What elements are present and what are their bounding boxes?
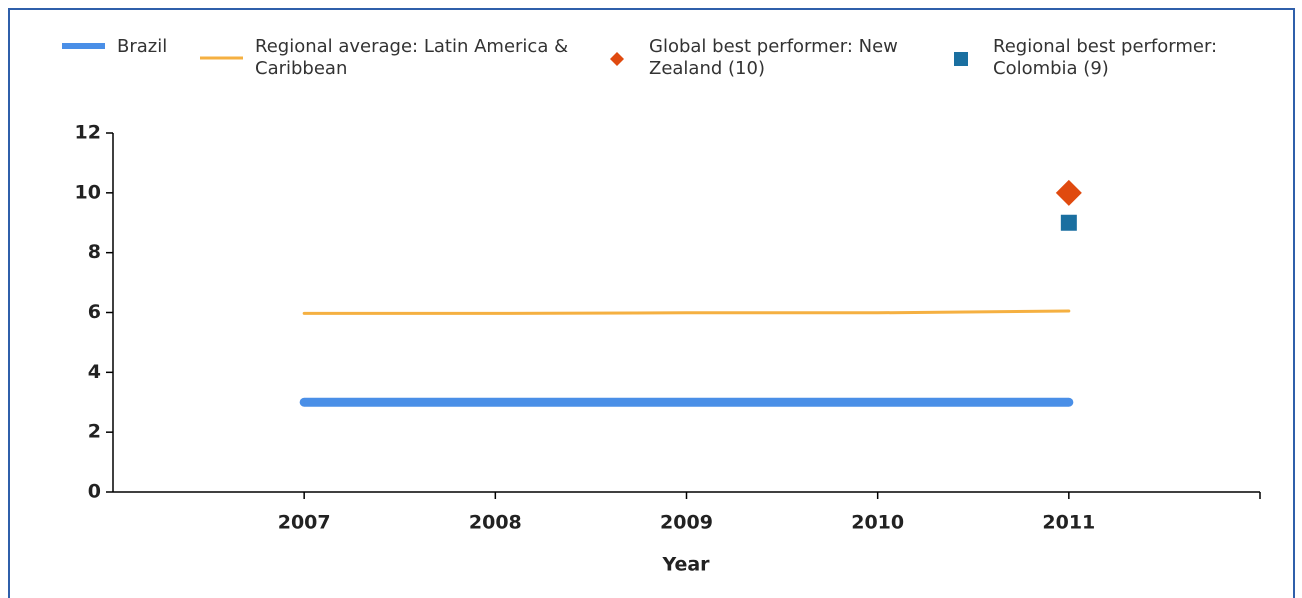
- series-line: [302, 309, 1071, 315]
- y-tick-label: 0: [88, 481, 101, 503]
- y-tick-label: 10: [75, 181, 101, 203]
- x-axis-label: Year: [661, 554, 710, 576]
- y-tick-label: 6: [88, 301, 101, 323]
- x-tick-label: 2008: [469, 512, 522, 534]
- x-tick-label: 2007: [278, 512, 331, 534]
- point-marker: [1055, 179, 1082, 206]
- point-marker: [1060, 214, 1077, 231]
- legend-swatch: [954, 52, 968, 66]
- legend-swatch: [610, 52, 624, 66]
- y-tick-label: 4: [88, 361, 101, 383]
- frame: [8, 8, 1295, 598]
- x-tick-label: 2009: [660, 512, 713, 534]
- legend-label: Regional average: Latin America & Caribb…: [255, 36, 569, 79]
- legend-label: Brazil: [117, 36, 168, 57]
- x-tick-label: 2011: [1042, 512, 1095, 534]
- x-tick-label: 2010: [851, 512, 904, 534]
- y-tick-label: 12: [75, 122, 101, 144]
- legend-label: Global best performer: New Zealand (10): [649, 36, 898, 79]
- y-tick-label: 8: [88, 241, 101, 263]
- legend-label: Regional best performer: Colombia (9): [993, 36, 1218, 79]
- y-tick-label: 2: [88, 421, 101, 443]
